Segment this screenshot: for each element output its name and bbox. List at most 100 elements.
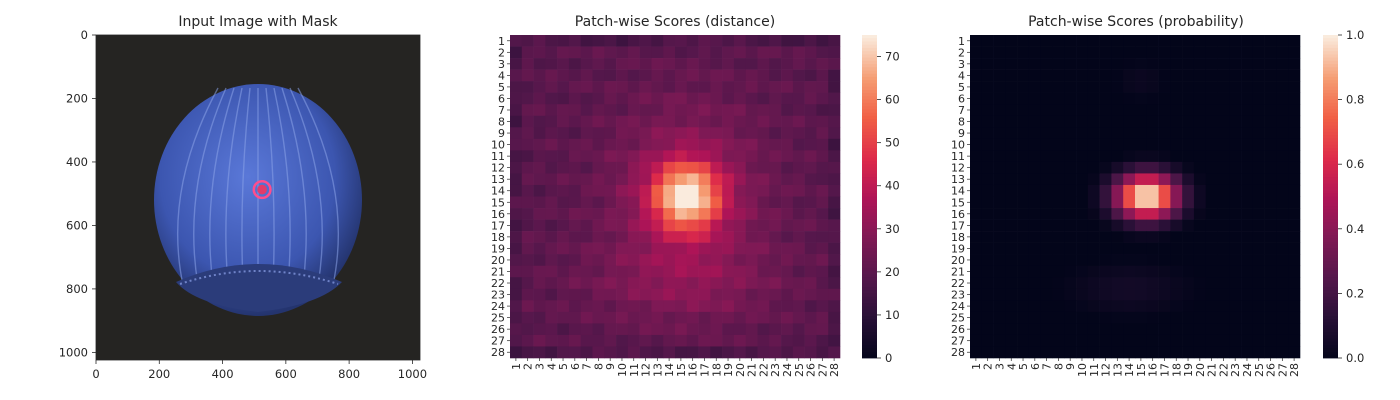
heatmap-cell [1276,311,1289,324]
heatmap-cell [1123,69,1136,82]
heatmap-cell [1229,323,1242,336]
heatmap-cell [1205,104,1218,117]
x-tick-label: 11 [628,363,641,377]
heatmap-cell [828,115,841,128]
heatmap-cell [686,231,699,243]
heatmap-cell [616,104,629,117]
heatmap-cell [1170,219,1183,232]
heatmap-cell [592,311,605,324]
heatmap-cell [1158,300,1171,313]
heatmap-cell [993,277,1006,290]
heatmap-cell [781,300,794,313]
heatmap-cell [981,35,994,47]
colorbar-segment [1323,96,1338,100]
heatmap-cell [604,115,617,128]
heatmap-cell [1241,219,1254,232]
heatmap-cell [1052,196,1065,209]
heatmap-cell [1158,69,1171,82]
heatmap-cell [1205,219,1218,232]
heatmap-cell [970,346,983,359]
heatmap-cell [639,58,652,70]
heatmap-cell [993,69,1006,82]
colorbar-tick-label: 40 [885,179,900,193]
heatmap-cell [781,288,794,301]
heatmap-cell [616,115,629,128]
heatmap-cell [675,231,688,243]
heatmap-cell [1229,277,1242,290]
heatmap-cell [1040,311,1053,324]
heatmap-cell [792,219,805,232]
heatmap-cell [981,254,994,267]
heatmap-cell [1017,265,1030,278]
heatmap-cell [1182,138,1195,151]
y-tick-label: 25 [951,312,965,325]
heatmap-cell [1123,92,1136,105]
y-tick-label: 9 [498,127,505,140]
y-tick-label: 6 [498,92,505,105]
heatmap-cell [1052,334,1065,347]
colorbar-segment [1323,112,1338,117]
heatmap-cell [1064,69,1077,82]
heatmap-cell [804,231,817,243]
heatmap-cell [627,311,640,324]
heatmap-cell [993,46,1006,59]
heatmap-cell [1135,81,1148,93]
heatmap-cell [1076,35,1089,47]
heatmap-cell [1052,58,1065,70]
heatmap-cell [604,323,617,336]
colorbar-segment [1323,170,1338,175]
heatmap-cell [1182,58,1195,70]
heatmap-cell [804,311,817,324]
heatmap-cell [568,265,582,278]
heatmap-cell [533,104,546,117]
heatmap-cell [1017,69,1030,82]
heatmap-cell [639,288,652,301]
x-tick-label: 28 [828,363,841,377]
heatmap-cell [1229,104,1242,117]
heatmap-cell [1288,173,1301,186]
colorbar-segment [1323,106,1338,110]
y-tick-label: 26 [491,323,505,336]
heatmap-cell [1288,161,1301,174]
heatmap-cell [592,92,605,105]
heatmap-cell [521,127,534,140]
heatmap-cell [781,311,794,324]
colorbar-segment [862,290,877,294]
colorbar-segment [1323,86,1338,91]
heatmap-cell [733,138,747,151]
heatmap-cell [745,219,758,232]
heatmap-cell [533,196,546,209]
heatmap-cell [816,184,829,197]
colorbar-segment [1323,280,1338,285]
heatmap-cell [675,46,688,59]
colorbar-segment [1323,296,1338,301]
heatmap-cell [545,104,558,117]
heatmap-cell [1111,46,1124,59]
heatmap-cell [993,138,1006,151]
colorbar-segment [862,325,877,330]
heatmap-cell [1087,81,1100,93]
heatmap-cell [769,58,782,70]
heatmap-cell [1276,184,1289,197]
colorbar-segment [1323,167,1338,172]
heatmap-cell [1252,69,1265,82]
heatmap-cell [627,127,640,140]
heatmap-cell [545,138,558,151]
heatmap-cell [533,138,546,151]
heatmap-cell [816,288,829,301]
heatmap-cell [733,300,747,313]
colorbar-segment [862,64,877,68]
x-tick-label: 13 [1111,363,1124,377]
colorbar-segment [862,35,877,39]
colorbar-segment [1323,312,1338,317]
heatmap-cell [1005,184,1018,197]
colorbar-segment [1323,338,1338,343]
y-tick-label: 15 [951,196,965,209]
heatmap-cell [568,69,582,82]
heatmap-cell [533,46,546,59]
colorbar-segment [1323,164,1338,168]
heatmap-cell [545,231,558,243]
y-tick-label: 8 [958,116,965,129]
colorbar-segment [1323,261,1338,265]
x-tick-label: 10 [616,363,629,377]
